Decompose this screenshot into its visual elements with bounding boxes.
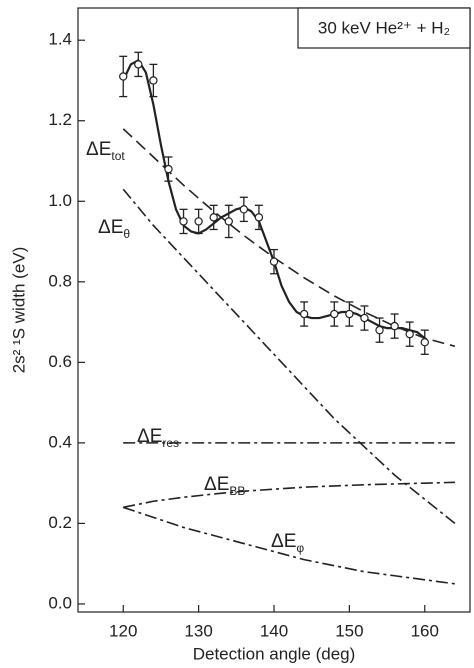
data-point (224, 217, 233, 226)
data-point (360, 313, 369, 323)
x-tick-label: 160 (411, 621, 439, 640)
plot-frame (77, 7, 471, 613)
x-axis-label: Detection angle (deg) (193, 644, 356, 663)
curve-label-sub: φ (296, 541, 304, 555)
curve-label: ΔEres (137, 426, 179, 450)
data-point (149, 76, 158, 85)
curve (122, 506, 456, 585)
x-tick-label: 150 (335, 621, 363, 640)
data-point (405, 329, 414, 339)
data-point (179, 217, 188, 226)
data-point (119, 72, 128, 81)
data-point (420, 338, 429, 347)
inset-label: 30 keV He²⁺ + H₂ (318, 18, 450, 37)
curve-label-sub: tot (111, 149, 125, 163)
curve-label-main: ΔE (204, 474, 229, 495)
y-axis-label: 2s² ¹S width (eV) (9, 247, 28, 374)
curve-label-main: ΔE (271, 531, 296, 552)
curve-label-main: ΔE (86, 139, 111, 160)
data-point (299, 309, 309, 319)
curve (122, 188, 456, 525)
data-point (164, 164, 173, 174)
curve-label: ΔEBB (204, 474, 245, 498)
curve-label: ΔEθ (98, 217, 130, 241)
data-point (390, 321, 399, 331)
y-tick-label: 1.2 (48, 110, 72, 129)
curve (122, 58, 426, 340)
curve-label: ΔEtot (86, 139, 125, 163)
x-tick-label: 130 (184, 621, 212, 640)
inset-box (297, 7, 471, 49)
curve-label-sub: res (162, 436, 179, 450)
x-tick-label: 140 (260, 621, 288, 640)
data-point (375, 325, 384, 335)
x-tick-label: 120 (109, 621, 137, 640)
curve (122, 128, 456, 348)
y-tick-label: 0.2 (48, 513, 72, 532)
curve-label-sub: BB (229, 484, 245, 498)
y-tick-label: 1.0 (48, 191, 72, 210)
y-tick-label: 0.8 (48, 271, 72, 290)
curve-label-sub: θ (123, 227, 130, 241)
y-tick-label: 0.4 (48, 432, 72, 451)
data-point (345, 309, 354, 319)
y-tick-label: 1.4 (48, 30, 72, 49)
curve-label-main: ΔE (137, 426, 162, 447)
curve-label: ΔEφ (271, 531, 304, 555)
data-point (239, 205, 249, 214)
y-tick-label: 0.6 (48, 352, 72, 371)
data-point (330, 309, 339, 319)
data-point (134, 60, 143, 69)
curve-label-main: ΔE (98, 217, 123, 238)
data-point (194, 217, 203, 226)
data-point (269, 257, 279, 266)
y-tick-label: 0.0 (48, 593, 72, 612)
curve (123, 481, 455, 509)
data-point (254, 213, 264, 222)
data-point (209, 213, 218, 222)
